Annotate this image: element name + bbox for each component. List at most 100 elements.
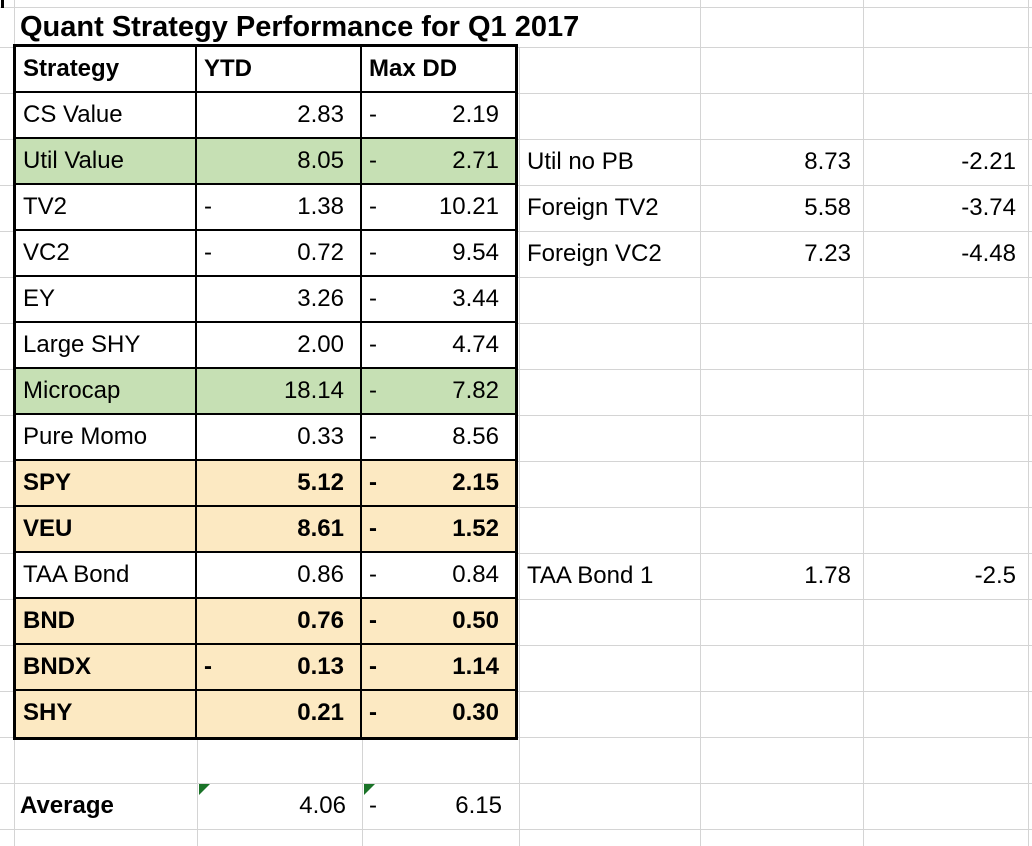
side-row-taa-bond-1: TAA Bond 1 1.78 -2.5 <box>519 553 1028 599</box>
dd-value: 9.54 <box>452 239 499 266</box>
side-label-cell[interactable]: Foreign VC2 <box>527 240 662 267</box>
ytd-cell[interactable]: 5.12 <box>197 461 362 507</box>
negative-sign: - <box>369 377 377 404</box>
dd-value: 0.50 <box>452 607 499 634</box>
ytd-cell[interactable]: - 0.13 <box>197 645 362 691</box>
negative-sign: - <box>204 653 212 680</box>
ytd-value: 1.38 <box>297 193 344 220</box>
negative-sign: - <box>369 285 377 312</box>
header-strategy[interactable]: Strategy <box>16 47 197 93</box>
side-dd-cell[interactable]: -2.5 <box>974 562 1016 589</box>
ytd-cell[interactable]: 18.14 <box>197 369 362 415</box>
negative-sign: - <box>369 792 377 819</box>
sheet-title[interactable]: Quant Strategy Performance for Q1 2017 <box>20 11 580 43</box>
ytd-cell[interactable]: - 0.72 <box>197 231 362 277</box>
strategy-cell[interactable]: Large SHY <box>16 323 197 369</box>
row-bndx: BNDX - 0.13 -1.14 <box>16 645 515 691</box>
max-dd-cell[interactable]: - 0.84 <box>362 553 515 599</box>
max-dd-cell[interactable]: - 2.19 <box>362 93 515 139</box>
row-bnd: BND 0.76 - 0.50 <box>16 599 515 645</box>
average-max-dd-cell[interactable]: - 6.15 <box>362 783 518 829</box>
strategy-cell[interactable]: BNDX <box>16 645 197 691</box>
ytd-cell[interactable]: 0.86 <box>197 553 362 599</box>
strategy-cell[interactable]: TAA Bond <box>16 553 197 599</box>
strategy-cell[interactable]: TV2 <box>16 185 197 231</box>
ytd-value: 0.21 <box>297 699 344 726</box>
max-dd-cell[interactable]: - 2.15 <box>362 461 515 507</box>
side-ytd-cell[interactable]: 8.73 <box>804 148 851 175</box>
side-row-foreign-tv2: Foreign TV2 5.58 -3.74 <box>519 185 1028 231</box>
max-dd-cell[interactable]: - 2.71 <box>362 139 515 185</box>
side-label-cell[interactable]: Foreign TV2 <box>527 194 659 221</box>
ytd-value: 5.12 <box>297 469 344 496</box>
negative-sign: - <box>204 193 212 220</box>
side-dd-cell[interactable]: -3.74 <box>961 194 1016 221</box>
side-dd-cell[interactable]: -4.48 <box>961 240 1016 267</box>
average-label-cell[interactable]: Average <box>20 792 114 819</box>
negative-sign: - <box>369 239 377 266</box>
ytd-cell[interactable]: 3.26 <box>197 277 362 323</box>
dd-value: 1.14 <box>452 653 499 680</box>
side-label-cell[interactable]: TAA Bond 1 <box>527 562 654 589</box>
max-dd-cell[interactable]: - 4.74 <box>362 323 515 369</box>
max-dd-cell[interactable]: - 1.14 <box>362 645 515 691</box>
row-spy: SPY 5.12 - 2.15 <box>16 461 515 507</box>
ytd-cell[interactable]: 2.83 <box>197 93 362 139</box>
row-cs-value: CS Value 2.83 - 2.19 <box>16 93 515 139</box>
ytd-cell[interactable]: 2.00 <box>197 323 362 369</box>
max-dd-cell[interactable]: - 0.50 <box>362 599 515 645</box>
max-dd-cell[interactable]: - 9.54 <box>362 231 515 277</box>
dd-value: 2.19 <box>452 101 499 128</box>
ytd-cell[interactable]: 0.21 <box>197 691 362 737</box>
max-dd-cell[interactable]: - 1.52 <box>362 507 515 553</box>
average-ytd-cell[interactable]: 4.06 <box>197 783 362 829</box>
max-dd-cell[interactable]: - 0.30 <box>362 691 515 737</box>
ytd-value: 8.61 <box>297 515 344 542</box>
side-ytd-cell[interactable]: 5.58 <box>804 194 851 221</box>
header-ytd[interactable]: YTD <box>197 47 362 93</box>
max-dd-cell[interactable]: - 3.44 <box>362 277 515 323</box>
side-label-cell[interactable]: Util no PB <box>527 148 634 175</box>
strategy-cell[interactable]: Pure Momo <box>16 415 197 461</box>
dd-value: 2.15 <box>452 469 499 496</box>
ytd-cell[interactable]: 0.33 <box>197 415 362 461</box>
error-indicator-triangle <box>199 784 210 795</box>
ytd-value: 3.26 <box>297 285 344 312</box>
max-dd-cell[interactable]: - 8.56 <box>362 415 515 461</box>
row-util-value: Util Value 8.05 - 2.71 <box>16 139 515 185</box>
negative-sign: - <box>369 469 377 496</box>
negative-sign: - <box>369 101 377 128</box>
dd-value: 3.44 <box>452 285 499 312</box>
max-dd-cell[interactable]: - 7.82 <box>362 369 515 415</box>
ytd-cell[interactable]: 8.05 <box>197 139 362 185</box>
max-dd-cell[interactable]: - 10.21 <box>362 185 515 231</box>
row-veu: VEU 8.61 - 1.52 <box>16 507 515 553</box>
dd-value: 10.21 <box>438 193 499 220</box>
dd-value: 7.82 <box>452 377 499 404</box>
negative-sign: - <box>369 423 377 450</box>
ytd-cell[interactable]: 0.76 <box>197 599 362 645</box>
side-ytd-cell[interactable]: 1.78 <box>804 562 851 589</box>
strategy-cell[interactable]: CS Value <box>16 93 197 139</box>
negative-sign: - <box>369 561 377 588</box>
strategy-cell[interactable]: BND <box>16 599 197 645</box>
side-dd-cell[interactable]: -2.21 <box>961 148 1016 175</box>
strategy-cell[interactable]: SPY <box>16 461 197 507</box>
negative-sign: - <box>369 699 377 726</box>
strategy-cell[interactable]: VEU <box>16 507 197 553</box>
strategy-cell[interactable]: VC2 <box>16 231 197 277</box>
strategy-cell[interactable]: Util Value <box>16 139 197 185</box>
ytd-cell[interactable]: 8.61 <box>197 507 362 553</box>
strategy-cell[interactable]: SHY <box>16 691 197 737</box>
strategy-cell[interactable]: Microcap <box>16 369 197 415</box>
side-ytd-cell[interactable]: 7.23 <box>804 240 851 267</box>
header-max-dd[interactable]: Max DD <box>362 47 515 93</box>
ytd-value: 0.13 <box>297 653 344 680</box>
strategy-performance-table: Strategy YTD Max DD CS Value 2.83 -2.19 … <box>13 44 518 740</box>
row-pure-momo: Pure Momo 0.33 - 8.56 <box>16 415 515 461</box>
strategy-cell[interactable]: EY <box>16 277 197 323</box>
negative-sign: - <box>369 193 377 220</box>
average-dd-value: 6.15 <box>455 792 502 819</box>
ytd-cell[interactable]: - 1.38 <box>197 185 362 231</box>
